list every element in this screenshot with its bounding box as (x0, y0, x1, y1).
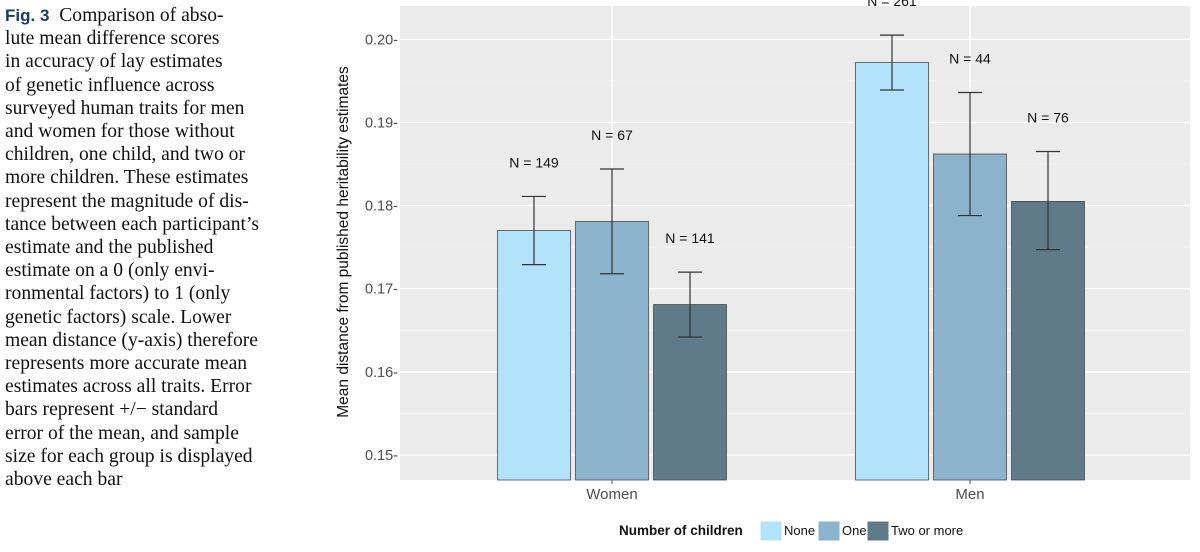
caption-line: more children. These estimates (5, 167, 249, 189)
caption-line: children, one child, and two or (5, 144, 245, 166)
caption-line: size for each group is displayed (5, 445, 253, 467)
y-axis-label: Mean distance from published heritabilit… (335, 66, 352, 418)
y-tick-label: 0.17- (365, 282, 398, 298)
legend-title: Number of children (619, 523, 743, 538)
sample-size-label: N = 261 (867, 0, 917, 9)
caption-line: estimate on a 0 (only envi- (5, 260, 215, 282)
x-category-label: Women (586, 486, 637, 503)
caption-first-line: Fig. 3 Comparison of abso- (5, 4, 280, 27)
bar (855, 62, 929, 481)
y-tick-label: 0.15- (365, 448, 398, 464)
figure-label: Fig. 3 (5, 6, 50, 25)
legend-label: One (842, 523, 867, 538)
caption-line: in accuracy of lay estimates (5, 51, 223, 73)
caption-line: surveyed human traits for men (5, 97, 245, 119)
sample-size-label: N = 44 (949, 50, 991, 66)
y-tick-label: 0.18- (365, 199, 398, 215)
sample-size-label: N = 141 (665, 230, 715, 246)
legend-swatch (817, 520, 841, 542)
sample-size-label: N = 76 (1027, 110, 1069, 126)
caption-line: genetic factors) scale. Lower (5, 306, 232, 328)
caption-line: Comparison of abso- (59, 5, 224, 26)
y-tick-label: 0.19- (365, 115, 398, 131)
y-tick-label: 0.16- (365, 365, 398, 381)
caption-line: ronmental factors) to 1 (only (5, 283, 231, 305)
caption-line: and women for those without (5, 121, 235, 143)
bar (497, 230, 571, 481)
caption-line: bars represent +/− standard (5, 399, 219, 421)
caption-line: represents more accurate mean (5, 353, 248, 375)
legend-label: None (784, 523, 815, 538)
caption-line: estimate and the published (5, 237, 214, 259)
caption-line: lute mean difference scores (5, 28, 220, 50)
caption-line: above each bar (5, 469, 123, 491)
legend-swatch (759, 520, 783, 542)
legend-swatch (866, 520, 890, 542)
caption-line: error of the mean, and sample (5, 422, 239, 444)
caption-line: mean distance (y-axis) therefore (5, 329, 258, 351)
caption-line: represent the magnitude of dis- (5, 190, 249, 212)
figure-caption: Fig. 3 Comparison of abso- lute mean dif… (5, 4, 280, 491)
x-category-label: Men (955, 486, 984, 503)
y-tick-label: 0.20- (365, 32, 398, 48)
legend-label: Two or more (891, 523, 963, 538)
sample-size-label: N = 149 (509, 154, 559, 170)
caption-line: estimates across all traits. Error (5, 376, 252, 398)
sample-size-label: N = 67 (591, 127, 633, 143)
caption-line: of genetic influence across (5, 74, 215, 96)
caption-line: tance between each participant’s (5, 213, 260, 235)
